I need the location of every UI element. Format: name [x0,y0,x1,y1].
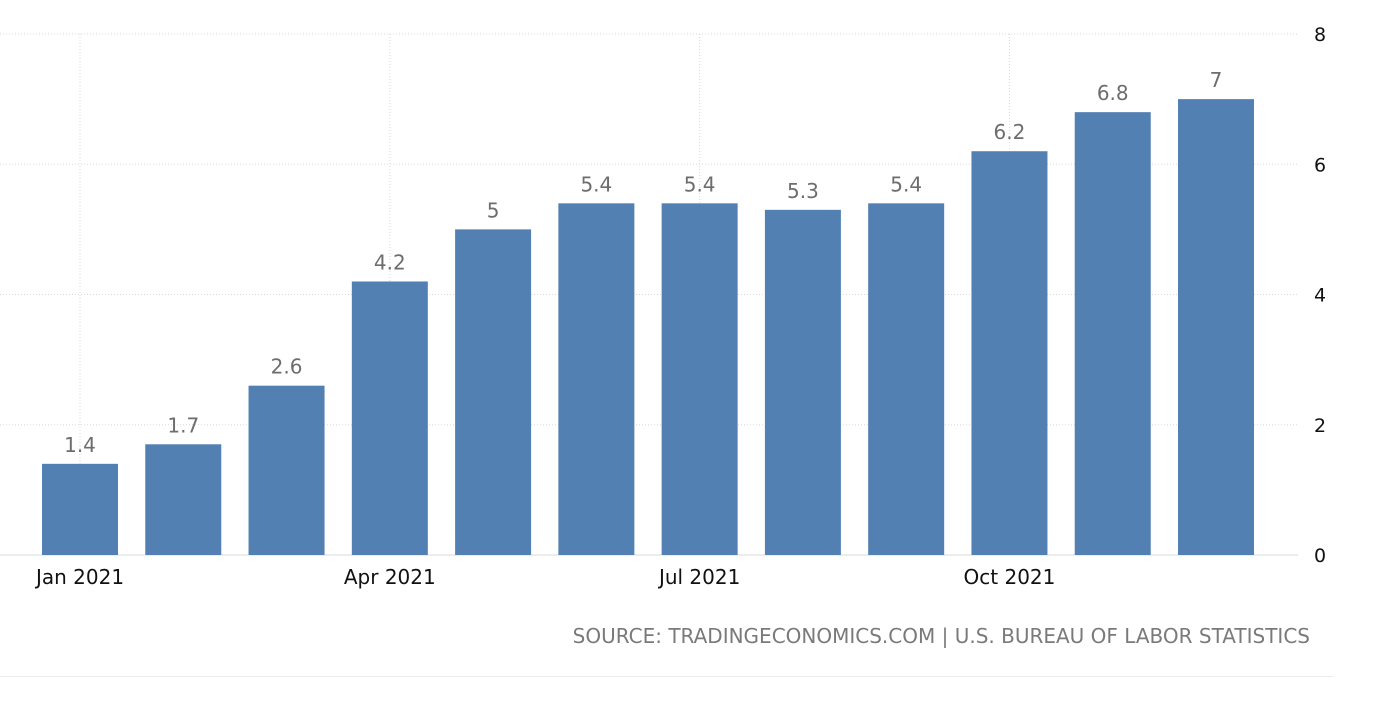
y-tick-label-4: 4 [1314,285,1326,307]
x-tick-label-0: Jan 2021 [34,565,124,589]
data-label-2: 2.6 [271,355,303,379]
data-label-5: 5.4 [580,172,612,196]
bar-0 [42,463,118,555]
data-label-11: 7 [1210,68,1223,92]
y-tick-label-2: 2 [1314,415,1326,437]
y-axis: 0 2 4 6 8 [1314,24,1326,567]
x-axis: Jan 2021 Apr 2021 Jul 2021 Oct 2021 [34,565,1055,589]
source-note: SOURCE: TRADINGECONOMICS.COM | U.S. BURE… [572,624,1310,648]
y-tick-label-6: 6 [1314,154,1326,176]
y-tick-label-0: 0 [1314,545,1326,567]
bar-2 [248,385,325,555]
bar-7 [764,209,841,555]
data-label-8: 5.4 [890,172,922,196]
data-label-6: 5.4 [684,172,716,196]
footer-divider [0,676,1334,677]
data-label-1: 1.7 [167,413,199,437]
data-label-7: 5.3 [787,179,819,203]
x-tick-label-9: Oct 2021 [964,565,1056,589]
bar-8 [868,203,945,555]
x-tick-label-6: Jul 2021 [657,565,740,589]
bar-3 [351,281,428,555]
bar-6 [661,203,738,555]
data-label-4: 5 [487,198,500,222]
bar-5 [558,203,635,555]
bars [42,99,1254,556]
data-labels: 1.4 1.7 2.6 4.2 5 5.4 5.4 5.3 5.4 6.2 6.8 7 [64,68,1222,457]
bar-10 [1074,112,1151,556]
data-label-3: 4.2 [374,250,406,274]
bar-11 [1178,99,1254,555]
data-label-9: 6.2 [994,120,1026,144]
bar-4 [455,229,532,555]
x-tick-label-3: Apr 2021 [344,565,436,589]
data-label-10: 6.8 [1097,81,1129,105]
bar-1 [145,444,222,555]
bar-9 [971,151,1048,555]
data-label-0: 1.4 [64,433,96,457]
y-tick-label-8: 8 [1314,24,1326,46]
